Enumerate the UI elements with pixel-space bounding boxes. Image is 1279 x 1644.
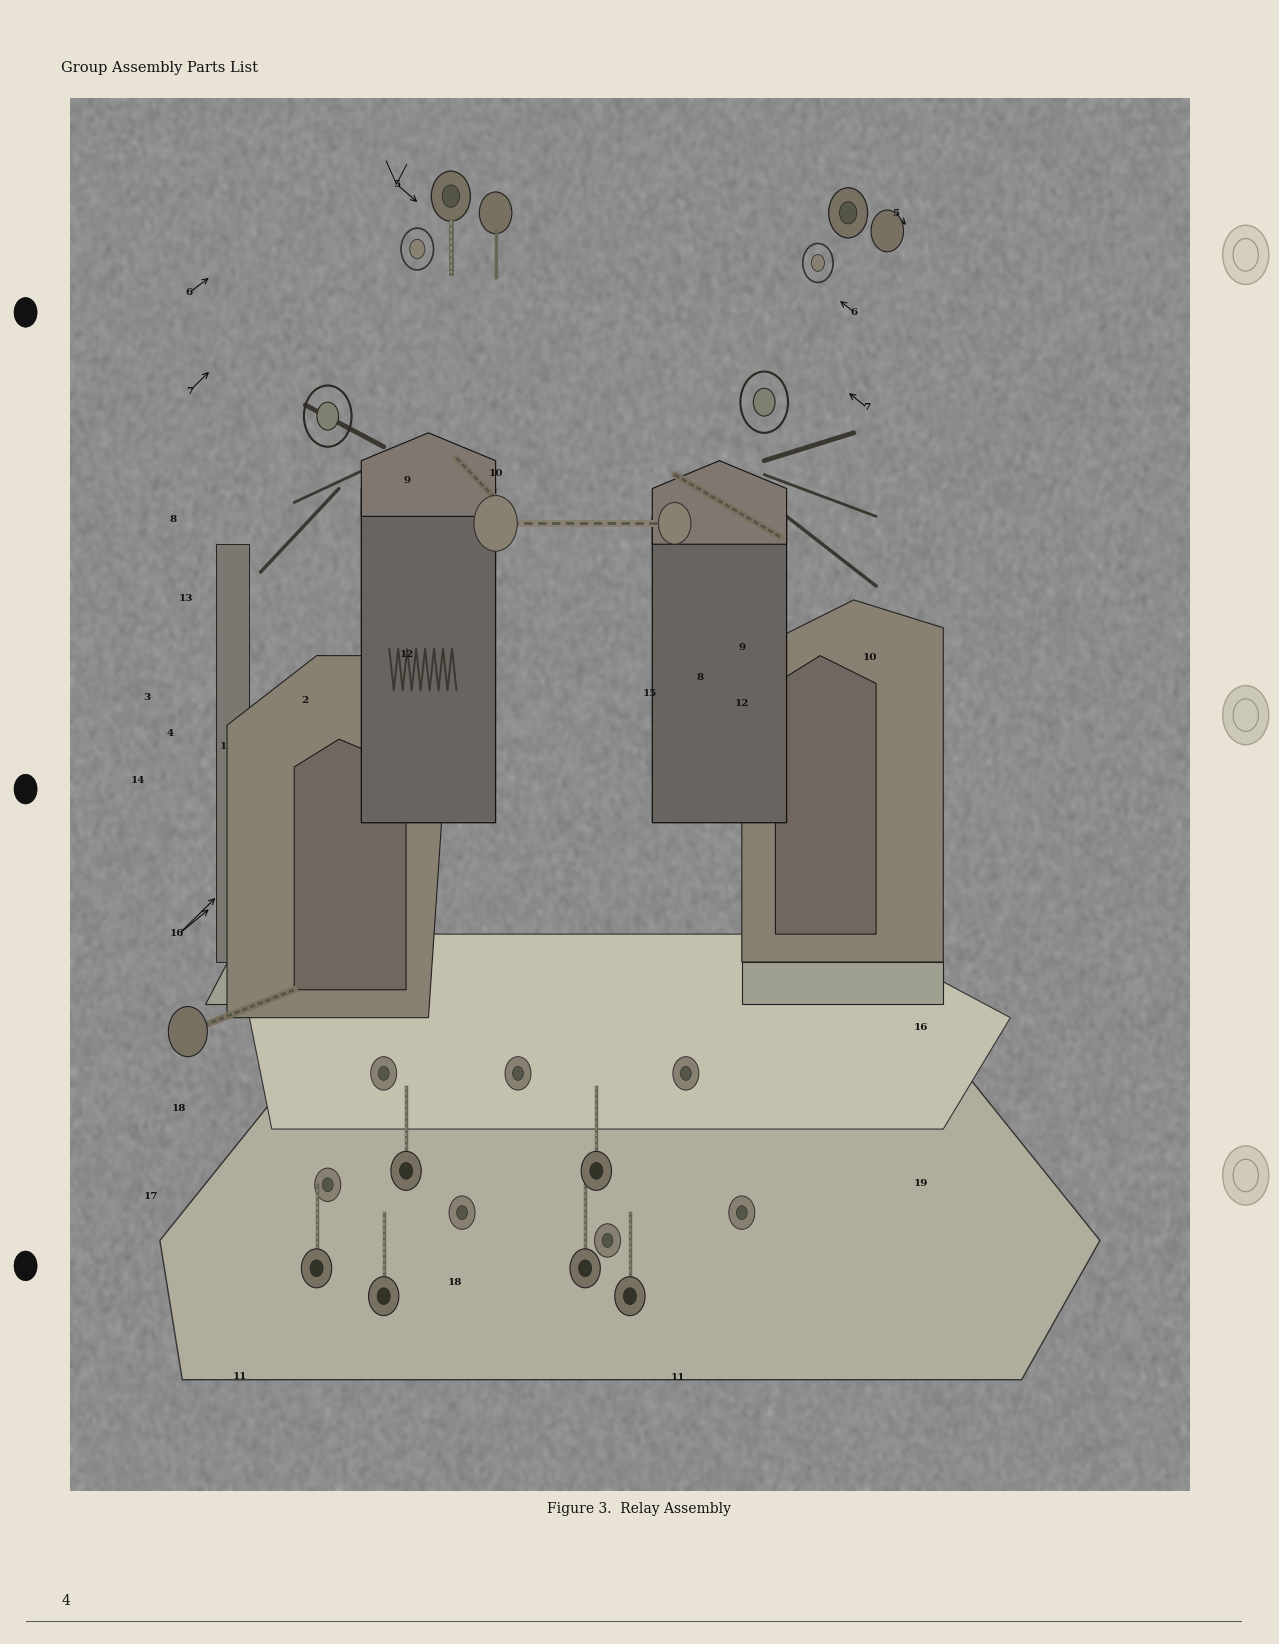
Circle shape [811, 255, 825, 271]
Circle shape [449, 1195, 475, 1230]
Text: 8: 8 [169, 515, 177, 524]
Circle shape [513, 1067, 523, 1080]
Circle shape [14, 774, 37, 804]
Text: 10: 10 [862, 653, 877, 663]
Circle shape [829, 187, 867, 238]
Circle shape [729, 1195, 755, 1230]
Circle shape [377, 1287, 390, 1305]
Circle shape [310, 1259, 324, 1277]
Text: Group Assembly Parts List: Group Assembly Parts List [61, 61, 258, 76]
Circle shape [379, 1067, 389, 1080]
Polygon shape [361, 460, 495, 822]
Circle shape [753, 388, 775, 416]
Circle shape [14, 1251, 37, 1281]
Circle shape [1223, 686, 1269, 745]
Text: 4: 4 [61, 1593, 70, 1608]
Circle shape [443, 186, 459, 207]
Text: 11: 11 [670, 1373, 686, 1383]
Text: 17: 17 [143, 1192, 159, 1202]
Circle shape [315, 1167, 340, 1202]
Circle shape [581, 1151, 611, 1190]
Text: 4: 4 [166, 728, 174, 738]
Circle shape [457, 1205, 467, 1220]
Text: 12: 12 [399, 649, 414, 659]
Polygon shape [652, 488, 787, 822]
Text: 2: 2 [301, 695, 308, 705]
Polygon shape [652, 460, 787, 544]
Text: 7: 7 [185, 386, 193, 396]
Circle shape [578, 1259, 592, 1277]
Text: 16: 16 [913, 1023, 929, 1032]
Text: 7: 7 [863, 403, 871, 413]
Polygon shape [205, 962, 405, 1004]
Text: 3: 3 [143, 692, 151, 702]
Text: 1: 1 [220, 741, 228, 751]
Text: 14: 14 [130, 776, 146, 786]
Circle shape [680, 1067, 691, 1080]
Polygon shape [228, 656, 450, 1018]
Text: 6: 6 [851, 307, 858, 317]
Circle shape [322, 1177, 333, 1192]
Text: 8: 8 [696, 672, 703, 682]
Text: 18: 18 [448, 1277, 463, 1287]
Circle shape [368, 1277, 399, 1315]
Polygon shape [160, 1046, 1100, 1379]
Circle shape [475, 495, 517, 551]
Text: 15: 15 [642, 689, 657, 699]
Circle shape [659, 503, 691, 544]
Circle shape [399, 1162, 413, 1179]
Circle shape [391, 1151, 421, 1190]
Text: 11: 11 [233, 1371, 248, 1381]
Circle shape [871, 210, 903, 252]
Circle shape [317, 403, 339, 431]
Circle shape [737, 1205, 747, 1220]
Circle shape [1223, 1146, 1269, 1205]
Polygon shape [775, 656, 876, 934]
Text: Figure 3.  Relay Assembly: Figure 3. Relay Assembly [547, 1503, 732, 1516]
Text: 9: 9 [403, 475, 411, 485]
Circle shape [371, 1057, 396, 1090]
Circle shape [570, 1249, 600, 1287]
Circle shape [623, 1287, 637, 1305]
Polygon shape [294, 740, 405, 990]
Text: 5: 5 [891, 209, 899, 219]
Circle shape [839, 202, 857, 224]
Text: 5: 5 [393, 179, 400, 189]
Circle shape [602, 1233, 613, 1248]
Text: 6: 6 [185, 288, 193, 298]
Circle shape [590, 1162, 602, 1179]
Circle shape [673, 1057, 698, 1090]
Text: 18: 18 [171, 1103, 187, 1113]
Polygon shape [742, 962, 943, 1004]
Polygon shape [742, 600, 943, 962]
Circle shape [302, 1249, 331, 1287]
Circle shape [480, 192, 512, 233]
Polygon shape [361, 432, 495, 516]
Circle shape [169, 1006, 207, 1057]
Text: 13: 13 [178, 593, 193, 603]
Circle shape [595, 1223, 620, 1258]
Polygon shape [216, 544, 249, 962]
Circle shape [14, 298, 37, 327]
Circle shape [615, 1277, 645, 1315]
Circle shape [431, 171, 471, 222]
Text: 16: 16 [169, 929, 184, 939]
Circle shape [409, 240, 425, 258]
Text: 12: 12 [734, 699, 749, 709]
Text: 9: 9 [738, 643, 746, 653]
Circle shape [1223, 225, 1269, 284]
Text: 10: 10 [489, 469, 504, 478]
Circle shape [505, 1057, 531, 1090]
Text: 19: 19 [913, 1179, 929, 1189]
Polygon shape [249, 934, 1010, 1129]
